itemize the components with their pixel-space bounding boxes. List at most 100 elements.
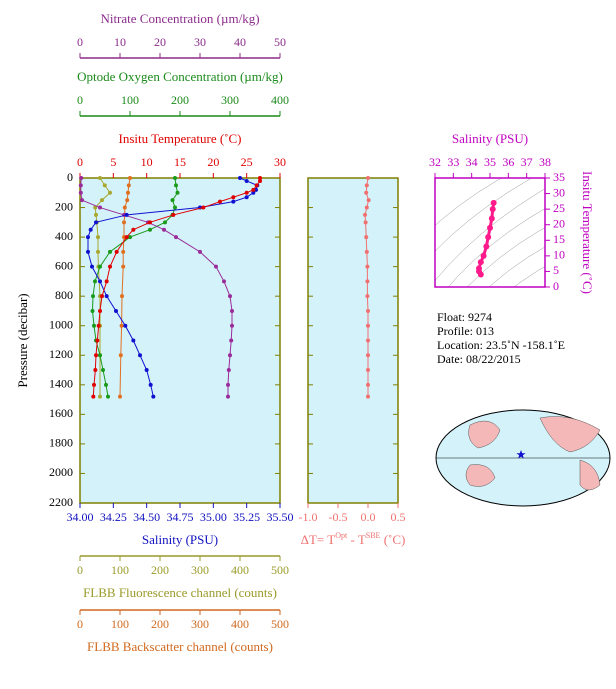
profile-point — [366, 394, 370, 399]
profile-point — [198, 249, 202, 254]
profile-point — [226, 382, 230, 387]
profile-point — [128, 176, 132, 180]
x-tick-label: 10 — [114, 35, 126, 49]
profile-point — [98, 264, 102, 269]
float-info: Float: 9274 — [437, 310, 492, 324]
profile-point — [162, 227, 166, 232]
profile-point — [174, 183, 178, 188]
continent — [539, 416, 601, 453]
x-tick-label: 20 — [207, 155, 219, 169]
profile-point — [121, 264, 126, 269]
y-axis-title: Pressure (decibar) — [15, 293, 30, 387]
world-map — [435, 409, 611, 507]
ts-point — [490, 199, 497, 206]
x-tick-label: 35.50 — [267, 510, 294, 524]
profile-point — [91, 294, 95, 299]
profile-point — [93, 205, 98, 210]
y-tick-label: 0 — [553, 279, 559, 293]
float-location-star — [516, 450, 526, 459]
profile-point — [93, 368, 98, 373]
profile-point — [363, 212, 367, 217]
label-part: ΔT= T — [301, 532, 336, 547]
x-tick-label: 200 — [151, 617, 169, 631]
profile-point — [88, 227, 93, 232]
profile-point — [366, 308, 370, 313]
profile-point — [228, 353, 232, 358]
profile-point — [251, 190, 256, 195]
profile-point — [98, 176, 102, 180]
x-tick-label: 34.75 — [167, 510, 194, 524]
x-tick-label: -1.0 — [299, 510, 318, 524]
profile-point — [120, 294, 124, 299]
profile-point — [94, 212, 98, 217]
x-tick-label: 36 — [502, 155, 514, 169]
x-tick-label: 200 — [171, 93, 189, 107]
x-axis-title: FLBB Fluorescence channel (counts) — [83, 585, 277, 600]
profile-point — [98, 394, 102, 399]
x-tick-label: -0.5 — [329, 510, 348, 524]
profile-point — [144, 368, 149, 373]
profile-point — [121, 249, 126, 254]
profile-point — [79, 176, 84, 180]
y-axis-title: Insitu Temperature (˚C) — [580, 171, 595, 294]
y-tick-label: 30 — [553, 185, 565, 199]
profile-point — [214, 264, 218, 269]
x-tick-label: 30 — [274, 155, 286, 169]
profile-point — [366, 353, 370, 358]
profile-point — [98, 308, 102, 313]
y-tick-label: 20 — [553, 216, 565, 230]
profile-point — [174, 235, 178, 240]
profile-point — [222, 279, 226, 284]
density-contour — [447, 208, 545, 287]
x-tick-label: 40 — [234, 35, 246, 49]
profile-point — [231, 199, 236, 204]
x-tick-label: 0 — [77, 617, 83, 631]
ts-point — [487, 224, 493, 231]
x-tick-label: 300 — [191, 617, 209, 631]
y-tick-label: 1400 — [49, 377, 73, 391]
profile-point — [163, 220, 167, 225]
ts-point — [477, 271, 484, 278]
x-tick-label: 400 — [271, 93, 289, 107]
profile-point — [366, 338, 370, 343]
profile-point — [366, 382, 370, 387]
y-tick-label: 25 — [553, 201, 565, 215]
profile-line — [80, 177, 233, 397]
profile-point — [151, 394, 156, 399]
profile-point — [86, 249, 90, 254]
profile-point — [80, 198, 84, 203]
profile-point — [365, 264, 370, 269]
x-tick-label: 0.5 — [391, 510, 406, 524]
x-tick-label: 200 — [151, 563, 169, 577]
profile-point — [91, 394, 96, 399]
profile-point — [244, 195, 249, 200]
x-tick-label: 400 — [231, 617, 249, 631]
profile-point — [138, 353, 142, 358]
plot-area — [307, 177, 399, 504]
profile-point — [104, 294, 109, 299]
profile-point — [363, 220, 368, 225]
profile-point — [96, 323, 101, 328]
float-info: Profile: 013 — [437, 324, 494, 338]
plot-area — [79, 177, 281, 504]
density-contour — [435, 178, 533, 252]
profile-point — [86, 235, 90, 240]
x-tick-label: 35 — [484, 155, 496, 169]
profile-point — [148, 382, 153, 387]
x-tick-label: 15 — [174, 155, 186, 169]
label-part: (˚C) — [380, 532, 405, 547]
profile-point — [258, 178, 262, 183]
profile-point — [102, 183, 107, 188]
y-tick-label: 10 — [553, 248, 565, 262]
x-axis-title: Nitrate Concentration (µm/kg) — [100, 11, 259, 26]
ts-contours — [435, 178, 545, 287]
x-tick-label: 20 — [154, 35, 166, 49]
label-part: Opt — [335, 531, 348, 540]
profile-point — [226, 368, 231, 373]
x-tick-label: 0 — [77, 155, 83, 169]
profile-point — [96, 235, 100, 240]
x-tick-label: 35.00 — [200, 510, 227, 524]
profile-point — [123, 323, 128, 328]
y-tick-label: 1200 — [49, 347, 73, 361]
